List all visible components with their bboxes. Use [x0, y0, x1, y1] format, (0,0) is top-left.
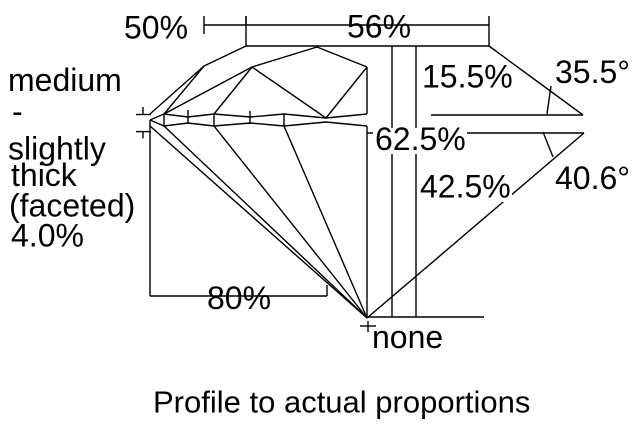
- svg-text:medium: medium: [8, 62, 122, 98]
- svg-text:62.5%: 62.5%: [375, 121, 466, 157]
- svg-text:35.5°: 35.5°: [555, 54, 630, 90]
- svg-text:40.6°: 40.6°: [555, 160, 630, 196]
- svg-text:Profile to actual proportions: Profile to actual proportions: [153, 385, 530, 420]
- svg-text:none: none: [372, 319, 443, 355]
- svg-text:80%: 80%: [207, 280, 271, 316]
- svg-text:15.5%: 15.5%: [422, 59, 513, 95]
- svg-text:50%: 50%: [124, 10, 188, 46]
- svg-text:56%: 56%: [347, 9, 411, 45]
- svg-text:-: -: [12, 94, 23, 130]
- svg-text:42.5%: 42.5%: [420, 168, 511, 204]
- svg-text:4.0%: 4.0%: [11, 218, 84, 254]
